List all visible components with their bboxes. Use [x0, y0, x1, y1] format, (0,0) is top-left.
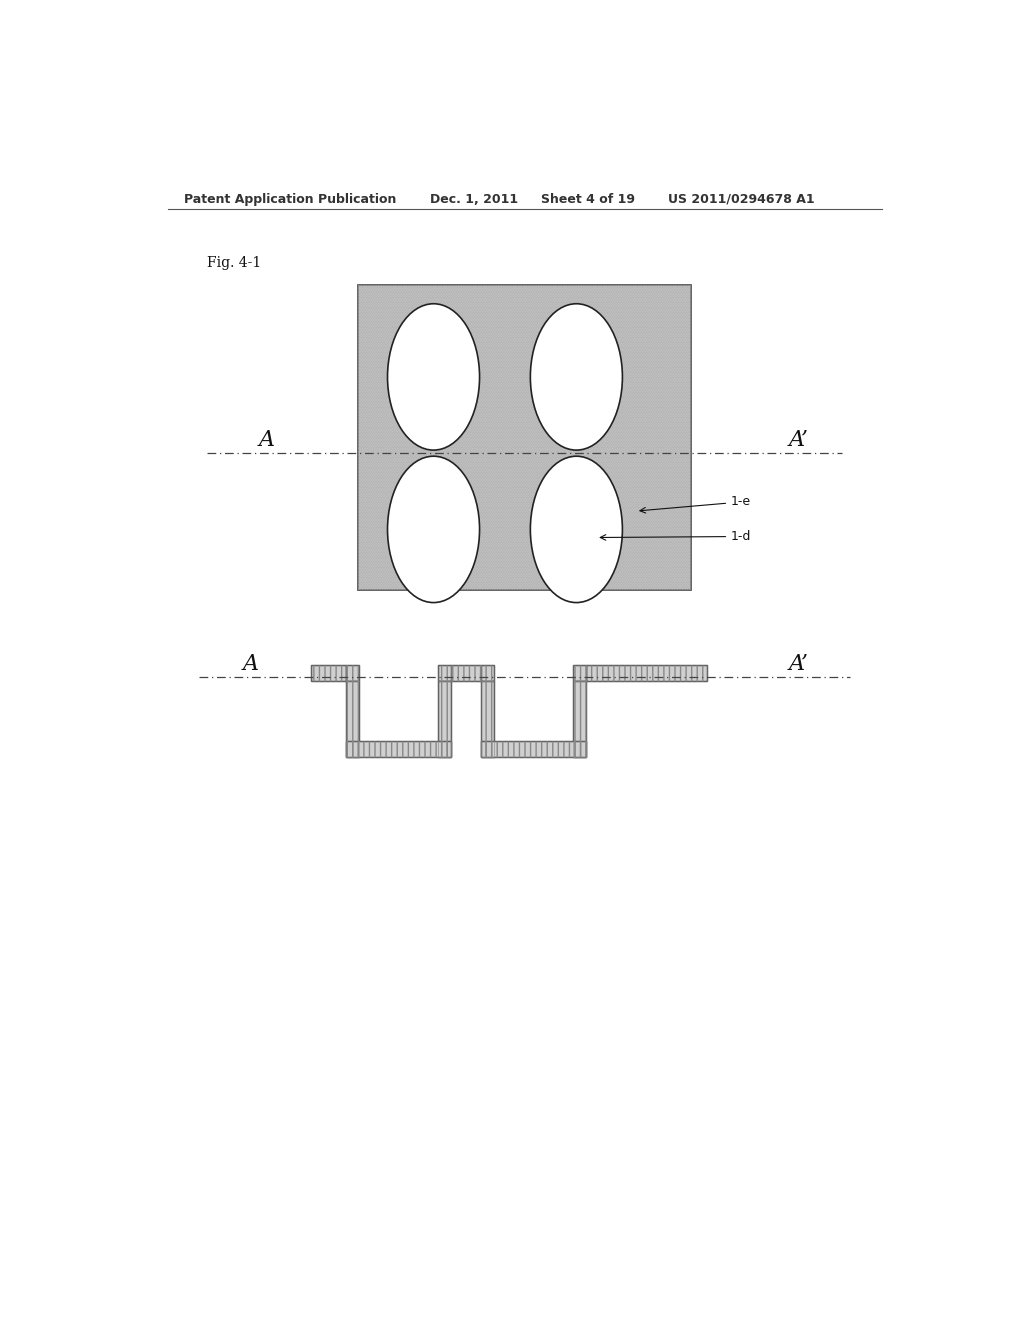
- Ellipse shape: [530, 304, 623, 450]
- Text: 1-e: 1-e: [640, 495, 752, 513]
- Bar: [358, 285, 691, 590]
- Text: Patent Application Publication: Patent Application Publication: [183, 193, 396, 206]
- Bar: [438, 681, 451, 758]
- Bar: [346, 741, 451, 758]
- Bar: [438, 664, 451, 681]
- Bar: [346, 681, 359, 758]
- Ellipse shape: [530, 457, 623, 602]
- Text: US 2011/0294678 A1: US 2011/0294678 A1: [668, 193, 814, 206]
- Bar: [586, 664, 708, 681]
- Bar: [481, 741, 586, 758]
- Text: A: A: [259, 429, 274, 451]
- Bar: [310, 664, 346, 681]
- Bar: [358, 285, 691, 590]
- Bar: [451, 664, 481, 681]
- Bar: [481, 741, 586, 758]
- Bar: [346, 664, 359, 681]
- Bar: [346, 681, 359, 758]
- Bar: [586, 664, 708, 681]
- Ellipse shape: [387, 304, 479, 450]
- Bar: [346, 664, 359, 681]
- Bar: [481, 681, 494, 758]
- Bar: [346, 741, 451, 758]
- Bar: [438, 664, 451, 681]
- Bar: [438, 681, 451, 758]
- Text: A’: A’: [788, 429, 809, 451]
- Bar: [573, 664, 586, 681]
- Text: A’: A’: [788, 652, 809, 675]
- Bar: [451, 664, 481, 681]
- Bar: [481, 664, 494, 681]
- Text: Dec. 1, 2011: Dec. 1, 2011: [430, 193, 518, 206]
- Bar: [310, 664, 346, 681]
- Text: Fig. 4-1: Fig. 4-1: [207, 256, 261, 271]
- Bar: [573, 681, 586, 758]
- Text: 1-d: 1-d: [600, 531, 752, 543]
- Text: A: A: [243, 652, 259, 675]
- Ellipse shape: [387, 457, 479, 602]
- Bar: [481, 664, 494, 681]
- Bar: [481, 681, 494, 758]
- Text: Sheet 4 of 19: Sheet 4 of 19: [541, 193, 635, 206]
- Bar: [573, 664, 586, 681]
- Bar: [573, 681, 586, 758]
